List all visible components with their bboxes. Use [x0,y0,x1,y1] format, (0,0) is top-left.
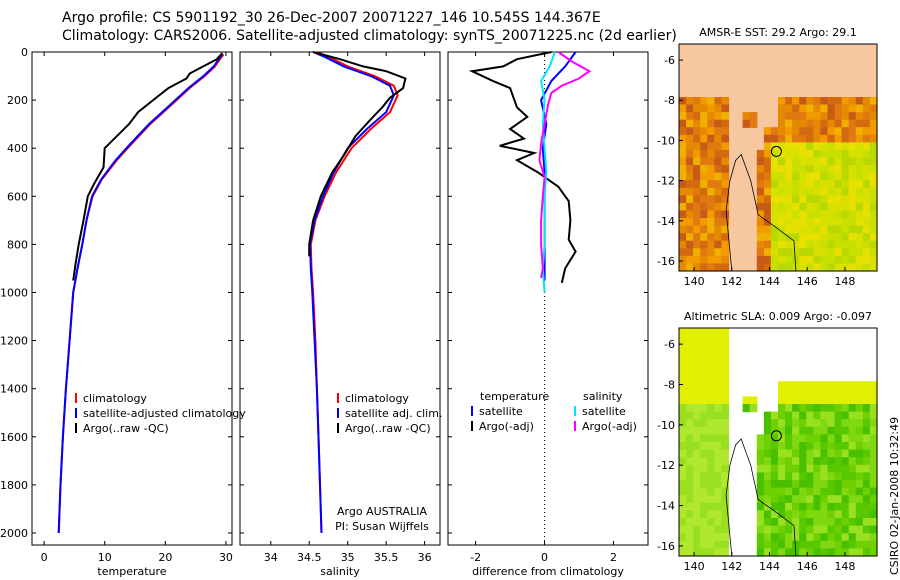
salinity-xtick-label: 35.5 [374,551,399,564]
temperature-xtick-label: 0 [41,551,48,564]
sla_map-xtick-label: 144 [759,560,780,573]
salinity-legend-label: Argo(..raw -QC) [345,422,431,435]
temperature-xtick-label: 30 [219,551,233,564]
salinity-xtick-label: 36 [418,551,432,564]
sla_map-coastline [725,438,797,557]
sst_map-field [679,44,878,272]
temperature-ytick-label: 1200 [0,335,28,348]
sst_map-ytick-label: -14 [657,215,675,228]
sla_map-float-marker [770,430,782,442]
figure-title-line1: Argo profile: CS 5901192_30 26-Dec-2007 … [62,10,601,26]
sla_map-xtick-label: 148 [834,560,855,573]
sst_map-ytick-label: -12 [657,175,675,188]
sst_map-ytick-label: -16 [657,255,675,268]
sst_map-ytick-label: -6 [664,54,675,67]
sla_map-ytick-label: -14 [657,500,675,513]
timestamp-label: CSIRO 02-Jan-2008 10:32:49 [888,416,900,575]
sla_map-ytick-label: -12 [657,459,675,472]
pi-credit: PI: Susan Wijffels [335,520,429,533]
temperature-xlabel: temperature [97,565,166,578]
sst_map-xtick-label: 146 [797,275,818,288]
salinity-xtick-label: 34 [264,551,278,564]
salinity-series-2 [308,51,407,257]
difference-xtick-label: 2 [610,551,617,564]
sla_map-field [679,328,878,557]
temperature-xtick-label: 20 [158,551,172,564]
salinity-xtick-label: 35 [341,551,355,564]
difference-legend-title-temperature: temperature [480,390,549,403]
sla_map-ytick-label: -8 [664,378,675,391]
sst_map-xtick-label: 144 [759,275,780,288]
sla_map-ytick-label: -16 [657,540,675,553]
temperature-ytick-label: 1400 [0,383,28,396]
sla_map-title: Altimetric SLA: 0.009 Argo: -0.097 [684,310,872,323]
temperature-legend-label: climatology [83,392,147,405]
sst_map-ytick-label: -10 [657,134,675,147]
temperature-ytick-label: 600 [7,190,28,203]
temperature-xtick-label: 10 [98,551,112,564]
difference-series-3 [538,51,592,279]
temperature-ytick-label: 1600 [0,431,28,444]
difference-legend-label: satellite [479,405,523,418]
difference-legend-label: Argo(-adj) [582,420,637,433]
temperature-ytick-label: 800 [7,238,28,251]
difference-xlabel: difference from climatology [472,565,624,578]
difference-series-2 [540,51,556,293]
difference-legend-label: satellite [582,405,626,418]
temperature-series-2 [72,52,224,281]
difference-legend-title-salinity: salinity [583,390,623,403]
temperature-axes-frame [31,51,233,546]
salinity-legend-label: satellite adj. clim. [345,407,442,420]
difference-axes-frame [447,51,649,546]
temperature-ytick-label: 0 [21,46,28,59]
difference-xtick-label: -2 [470,551,481,564]
salinity-axes-frame [239,51,441,546]
difference-series-1 [468,51,577,284]
difference-xtick-label: 0 [541,551,548,564]
temperature-ytick-label: 2000 [0,527,28,540]
temperature-series-1 [57,53,224,534]
sst_map-frame [678,43,878,272]
temperature-legend-label: Argo(..raw -QC) [83,422,169,435]
figure-title-line2: Climatology: CARS2006. Satellite-adjuste… [62,28,677,44]
sst_map-xtick-label: 142 [721,275,742,288]
sst_map-xtick-label: 148 [834,275,855,288]
temperature-legend-label: satellite-adjusted climatology [83,407,246,420]
sla_map-xtick-label: 146 [797,560,818,573]
temperature-ytick-label: 400 [7,142,28,155]
sla_map-ytick-label: -10 [657,419,675,432]
sla_map-xtick-label: 142 [721,560,742,573]
salinity-xlabel: salinity [320,565,360,578]
temperature-ytick-label: 1000 [0,286,28,299]
salinity-xtick-label: 34.5 [297,551,322,564]
sst_map-float-marker [770,145,782,157]
sst_map-ytick-label: -8 [664,94,675,107]
temperature-ytick-label: 200 [7,94,28,107]
argo-credit: Argo AUSTRALIA [337,505,427,518]
difference-legend-label: Argo(-adj) [479,420,534,433]
salinity-legend-label: climatology [345,392,409,405]
sst_map-title: AMSR-E SST: 29.2 Argo: 29.1 [699,26,857,39]
temperature-ytick-label: 1800 [0,479,28,492]
sst_map-xtick-label: 140 [684,275,705,288]
sst_map-coastline [725,153,797,272]
salinity-series-1 [308,51,395,534]
sla_map-frame [678,327,878,557]
sla_map-xtick-label: 140 [684,560,705,573]
sla_map-ytick-label: -6 [664,338,675,351]
